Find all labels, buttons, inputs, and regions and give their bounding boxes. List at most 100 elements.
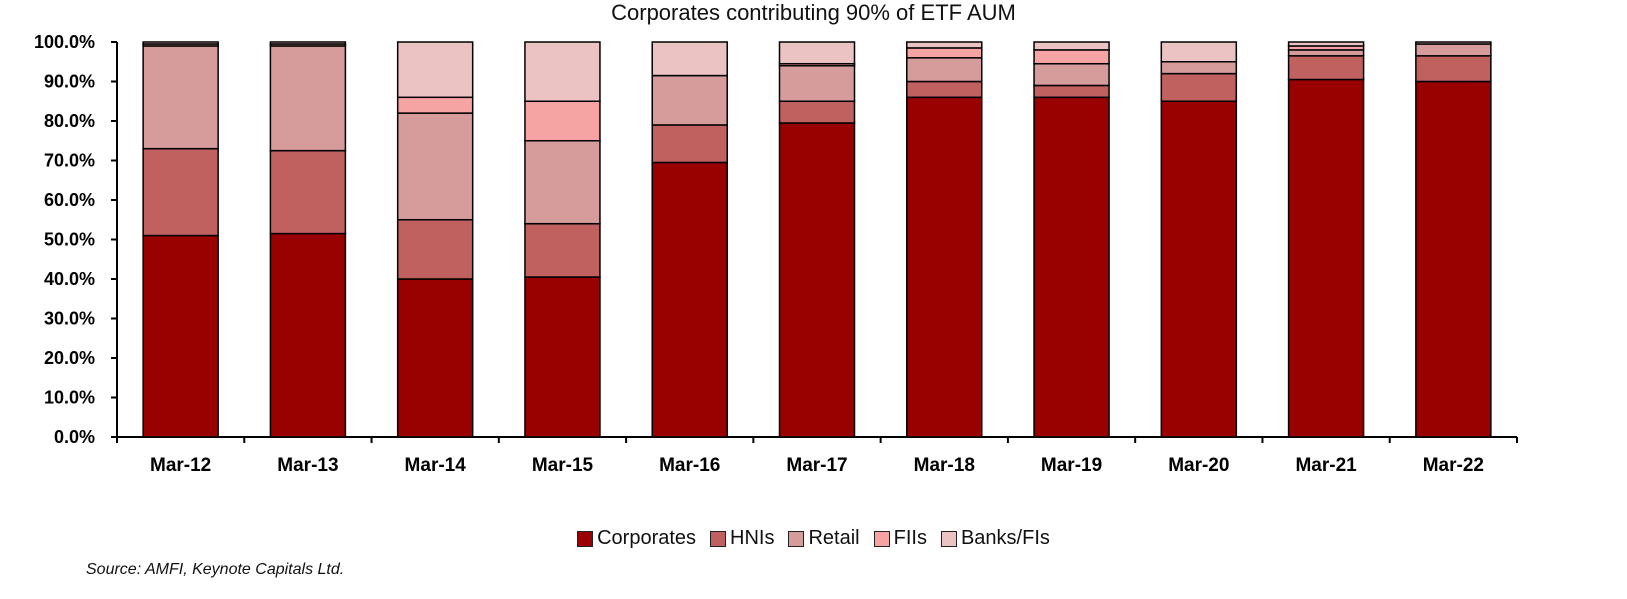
y-tick-label: 30.0%	[44, 309, 95, 329]
x-tick-label: Mar-21	[1295, 455, 1357, 476]
bar-hnis	[269, 149, 347, 235]
bar-stack	[269, 41, 347, 438]
legend-swatch	[710, 530, 727, 547]
bar-corporates	[1415, 80, 1492, 438]
bar-stack	[1033, 41, 1110, 438]
bar-corporates	[778, 122, 856, 438]
bar-corporates	[1287, 78, 1365, 438]
y-tick-label: 100.0%	[34, 32, 95, 52]
chart-title: Corporates contributing 90% of ETF AUM	[611, 0, 1016, 25]
bar-retail	[1415, 43, 1492, 57]
legend-swatch	[873, 530, 890, 547]
x-tick-label: Mar-15	[532, 455, 594, 476]
legend-swatch	[577, 530, 594, 547]
bar-corporates	[142, 234, 219, 438]
bar-banks-fis	[651, 41, 728, 77]
legend-label: Retail	[808, 527, 860, 549]
bar-hnis	[906, 80, 983, 99]
legend-label: HNIs	[730, 527, 775, 549]
legend-item: Banks/FIs	[940, 527, 1050, 550]
bar-corporates	[396, 278, 474, 438]
bar-corporates	[651, 161, 728, 438]
legend-label: FIIs	[893, 527, 927, 549]
bar-corporates	[269, 232, 347, 438]
bar-hnis	[1287, 55, 1365, 81]
bar-hnis	[524, 222, 601, 278]
bar-stack	[524, 41, 601, 438]
bar-hnis	[778, 100, 856, 124]
y-tick-label: 90.0%	[44, 72, 95, 92]
bar-banks-fis	[1160, 41, 1238, 63]
bar-stack	[906, 41, 983, 438]
x-tick-label: Mar-18	[914, 455, 975, 476]
bar-stack	[651, 41, 728, 438]
legend-label: Banks/FIs	[960, 527, 1050, 549]
bar-retail	[906, 57, 983, 83]
bar-fiis	[906, 47, 983, 59]
bar-retail	[1160, 61, 1238, 75]
bar-banks-fis	[142, 41, 219, 45]
bar-banks-fis	[524, 41, 601, 102]
bar-fiis	[396, 96, 474, 114]
bar-retail	[142, 45, 219, 150]
y-tick-label: 50.0%	[44, 230, 95, 250]
bar-fiis	[524, 100, 601, 142]
bar-stack	[142, 41, 219, 438]
bar-fiis	[1033, 49, 1110, 65]
bar-retail	[524, 140, 601, 225]
bar-banks-fis	[778, 41, 856, 65]
x-tick-label: Mar-13	[277, 455, 338, 476]
bar-stack	[396, 41, 474, 438]
y-tick-label: 0.0%	[54, 427, 95, 447]
y-tick-label: 80.0%	[44, 111, 95, 131]
y-tick-label: 70.0%	[44, 151, 95, 171]
source-note: Source: AMFI, Keynote Capitals Ltd.	[86, 561, 345, 578]
bar-stack	[1287, 41, 1365, 438]
bar-banks-fis	[269, 41, 347, 45]
y-tick-label: 60.0%	[44, 190, 95, 210]
bar-banks-fis	[1033, 41, 1110, 51]
legend-item: Corporates	[577, 527, 696, 550]
bar-retail	[651, 74, 728, 126]
x-tick-label: Mar-22	[1423, 455, 1484, 476]
bar-banks-fis	[1287, 41, 1365, 47]
bar-retail	[778, 64, 856, 102]
x-tick-label: Mar-20	[1168, 455, 1229, 476]
legend-swatch	[940, 530, 957, 547]
y-tick-label: 40.0%	[44, 269, 95, 289]
bar-hnis	[1415, 55, 1492, 83]
x-tick-label: Mar-14	[405, 455, 467, 476]
bar-stack	[1160, 41, 1238, 438]
bar-retail	[269, 45, 347, 152]
bar-banks-fis	[906, 41, 983, 49]
bar-hnis	[396, 219, 474, 280]
bar-corporates	[1033, 96, 1110, 438]
legend-label: Corporates	[597, 527, 697, 549]
legend-item: FIIs	[873, 527, 927, 550]
bar-retail	[396, 112, 474, 221]
legend: Corporates HNIs Retail FIIs Banks/FIs	[0, 527, 1627, 550]
bar-retail	[1033, 62, 1110, 87]
bar-retail	[1287, 49, 1365, 57]
y-tick-label: 20.0%	[44, 348, 95, 368]
bar-corporates	[906, 96, 983, 438]
bar-corporates	[524, 276, 601, 438]
x-tick-label: Mar-19	[1041, 455, 1102, 476]
bar-hnis	[142, 147, 219, 237]
legend-item: Retail	[788, 527, 860, 550]
bar-stack	[1415, 41, 1492, 438]
bar-hnis	[1160, 72, 1238, 102]
x-tick-label: Mar-12	[150, 455, 211, 476]
bar-hnis	[651, 124, 728, 164]
bar-banks-fis	[396, 41, 474, 99]
x-tick-label: Mar-17	[786, 455, 847, 476]
legend-item: HNIs	[710, 527, 774, 550]
bar-stack	[778, 41, 856, 438]
bar-hnis	[1033, 84, 1110, 99]
x-tick-label: Mar-16	[659, 455, 720, 476]
legend-swatch	[788, 530, 805, 547]
bar-corporates	[1160, 100, 1238, 438]
y-tick-label: 10.0%	[44, 388, 95, 408]
